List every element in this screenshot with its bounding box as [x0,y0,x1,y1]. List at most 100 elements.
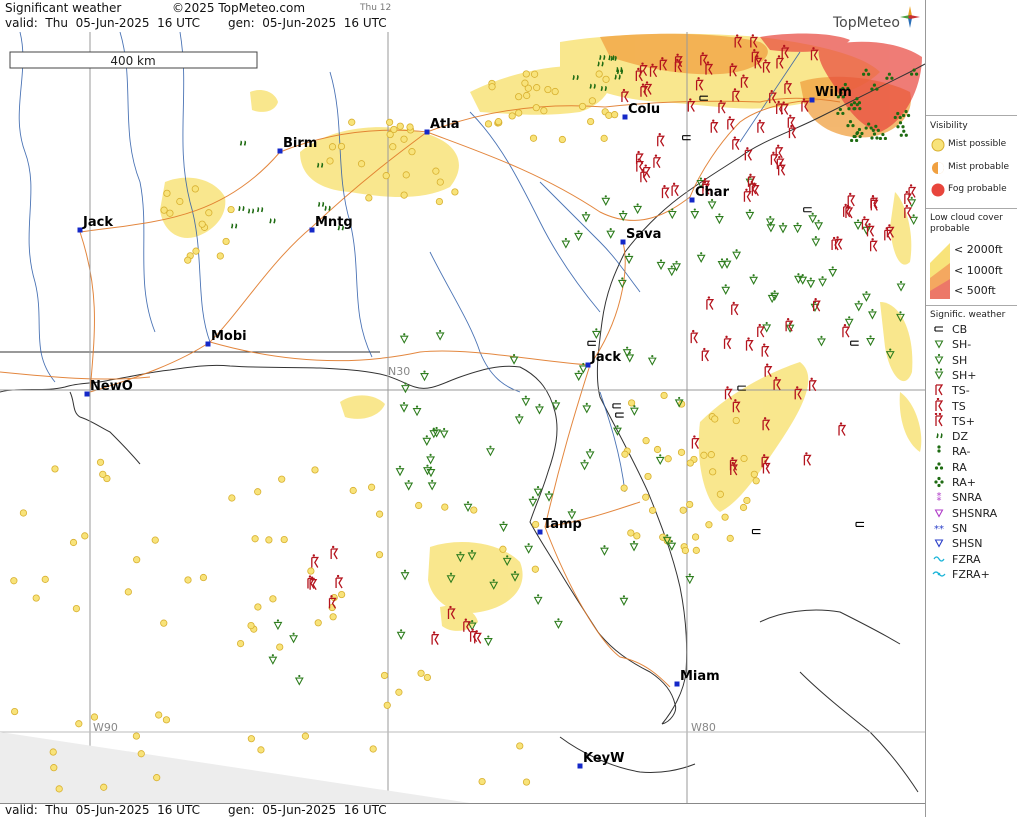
mist-symbol [732,416,740,425]
no-data-region [0,732,470,803]
drizzle-symbol [608,55,615,61]
thunder-symbol [661,184,670,199]
mist-symbol [677,448,686,456]
mist-symbol [236,640,245,648]
city-marker[interactable]: Colu [622,102,661,120]
mist-probable-icon [932,162,944,174]
mist-symbol [99,470,107,478]
mist-symbol [595,70,603,78]
mist-symbol [522,70,530,78]
shower-symbol [618,210,628,222]
legend-code-label: SHSNRA [952,506,998,520]
mist-possible-label: Mist possible [948,139,1007,149]
shower-symbol [502,555,512,567]
mist-symbol [648,506,657,514]
shower-symbol [486,445,495,457]
city-marker[interactable]: Tamp [537,517,582,535]
mist-symbol [691,533,700,541]
shower-symbol [798,274,808,285]
time-tab[interactable]: Thu 12 [360,3,392,13]
mist-symbol [222,237,230,246]
mist-symbol [251,535,259,543]
shower-symbol [624,253,634,265]
legend-code-label: SN [952,521,968,535]
rain-symbol [893,111,902,120]
city-marker[interactable]: Jack [585,350,622,368]
city-marker[interactable]: Wilm [809,85,852,103]
city-marker[interactable]: Char [689,185,730,203]
city-marker[interactable]: Sava [620,227,662,245]
mist-symbol [160,206,168,214]
mist-symbol [436,178,444,186]
shower-symbol [510,571,520,582]
thunder-symbol [659,57,668,71]
shower-symbol [591,328,601,340]
thunder-symbol [813,297,821,312]
mist-symbol [529,134,538,142]
fog-probable-label: Fog probable [948,184,1007,194]
mist-symbol [329,613,337,621]
thunder-symbol [785,318,794,332]
shower-symbol [806,277,816,289]
cb-symbol [615,412,624,418]
compass-logo-icon [900,6,920,28]
mist-symbol [739,503,748,512]
shower-symbol [647,355,657,366]
shower-symbol [467,549,477,561]
mist-symbol [531,565,539,573]
shower-symbol [426,453,436,465]
thunder-symbol [639,62,648,77]
valid-time: valid: Thu 05-Jun-2025 16 UTC [5,16,200,30]
thunder-heavy-icon [934,412,944,427]
mist-symbol [51,465,59,473]
mist-symbol [432,167,440,175]
thunder-symbol [762,59,771,73]
mist-symbol [176,197,184,206]
shower-symbol [662,534,672,545]
mist-symbol [10,577,18,585]
weather-map[interactable]: N30 W90 W80 400 km Birm Atla Colu Wilm Char S… [0,32,925,803]
thunder-symbol [781,44,790,59]
thunder-symbol [706,296,715,310]
footer-valid-time: valid: Thu 05-Jun-2025 16 UTC [5,803,200,817]
thunder-symbol [469,628,478,643]
shower-symbol [896,280,906,292]
thunder-symbol [431,631,440,645]
city-marker[interactable]: Birm [277,136,318,154]
drizzle-symbol [597,61,604,67]
thunder-symbol [764,363,773,378]
mist-symbol [205,209,213,217]
mist-symbol [191,185,199,193]
shower-symbol [521,395,531,407]
shower-symbol [395,465,405,477]
city-marker[interactable]: NewO [84,379,133,397]
mist-symbol [402,171,410,179]
mist-symbol [254,488,262,496]
thunder-symbol [908,184,917,198]
drizzle-symbol [600,85,607,92]
visibility-title: Visibility [930,121,968,131]
thunder-symbol [787,114,796,129]
mist-symbol [578,102,587,111]
city-marker[interactable]: Jack [77,215,114,233]
city-marker[interactable]: Atla [424,117,460,135]
city-marker[interactable]: KeyW [577,751,625,769]
mist-symbol [55,785,63,793]
thunder-symbol [762,460,771,474]
city-marker[interactable]: Miam [674,669,720,687]
shower-symbol [499,521,508,533]
mist-symbol [75,720,83,728]
mist-symbol [587,117,595,126]
mist-symbol [314,619,322,627]
rain-symbol [870,83,879,91]
thunder-symbol [751,49,760,63]
city-marker[interactable]: Mobi [205,329,247,347]
thunder-symbol [734,34,743,48]
shower-symbol [420,370,429,382]
city-marker[interactable]: Mntg [309,215,353,233]
shower-symbol [533,594,543,606]
cb-symbol [612,403,621,409]
legend-code-label: DZ [952,430,969,444]
shower-symbol [533,486,543,497]
legend-code-label: SH- [952,338,972,352]
